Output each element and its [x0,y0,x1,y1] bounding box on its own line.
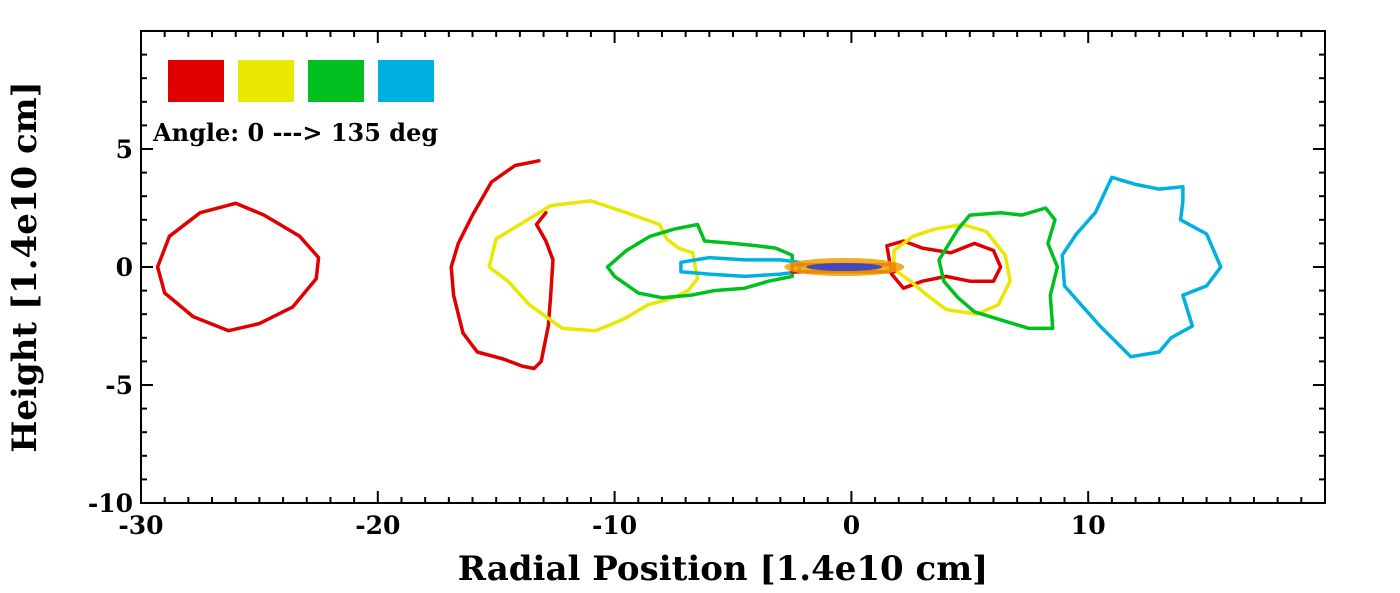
y-tick-label: -10 [88,489,133,518]
x-tick-label: -10 [592,511,637,540]
y-tick-label: 0 [116,253,133,282]
series-contour-5 [679,255,802,279]
series-contour-3 [487,199,700,333]
legend-label: Angle: 0 ---> 135 deg [152,118,438,147]
series-contour-6 [885,239,1003,290]
y-tick-label: -5 [105,371,133,400]
core-center [806,263,883,271]
x-tick-label: 0 [843,511,860,540]
series-contour-2 [449,159,555,371]
y-axis-title: Height [1.4e10 cm] [5,81,45,453]
x-axis-title: Radial Position [1.4e10 cm] [458,549,989,589]
series-contour-1 [155,201,321,333]
series-contour-7 [892,222,1012,316]
series-contour-4 [605,222,794,300]
legend-swatch-3 [308,60,364,102]
core-layer [784,258,905,276]
series-contour-8 [937,206,1060,331]
legend-swatch-4 [378,60,434,102]
x-tick-label: -30 [118,511,163,540]
series-layer [155,159,1223,371]
y-tick-label: 5 [116,135,133,164]
x-tick-label: -20 [355,511,400,540]
legend-swatch-2 [238,60,294,102]
legend-swatch-1 [168,60,224,102]
series-contour-9 [1060,175,1223,359]
legend: Angle: 0 ---> 135 deg [152,60,438,147]
ticks-layer: -30 -20 -10 0 10 -10 -5 0 5 [88,30,1326,540]
x-tick-label: 10 [1071,511,1106,540]
